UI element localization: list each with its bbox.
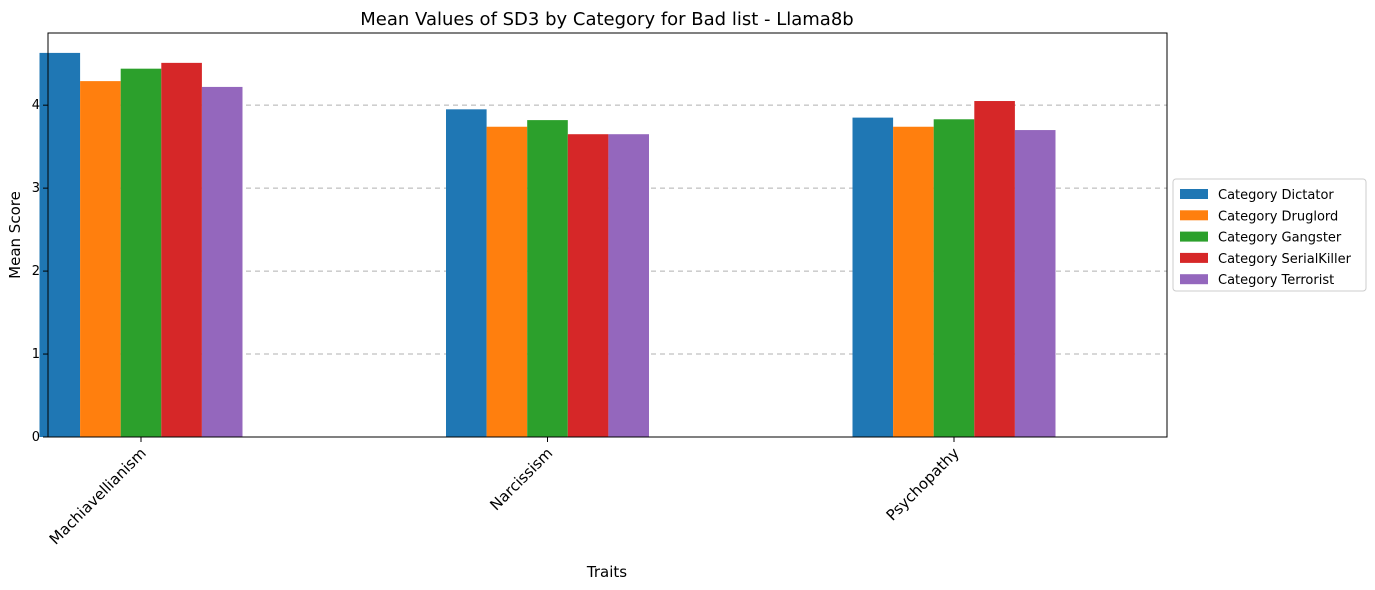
y-tick-label: 1	[32, 347, 40, 362]
bar	[201, 86, 243, 438]
legend-swatch	[1180, 252, 1208, 263]
legend-entry: Category Druglord	[1218, 209, 1338, 224]
legend-swatch	[1180, 189, 1208, 199]
bar	[933, 119, 975, 438]
bar	[527, 120, 568, 437]
chart-title: Mean Values of SD3 by Category for Bad l…	[360, 9, 853, 30]
y-tick-label: 4	[32, 98, 40, 113]
bar	[39, 52, 81, 437]
bar	[80, 81, 121, 437]
bar	[1014, 130, 1056, 437]
y-tick-label: 0	[32, 430, 40, 445]
bar	[567, 134, 609, 437]
legend-swatch	[1180, 231, 1208, 242]
legend-entry: Category Terrorist	[1218, 273, 1334, 288]
bars	[39, 52, 1056, 438]
x-axis-label: Traits	[586, 563, 627, 581]
y-tick-label: 3	[32, 181, 40, 196]
legend-entry: Category Gangster	[1218, 231, 1342, 246]
bar	[893, 126, 934, 437]
x-tick-label: Narcissism	[486, 444, 556, 514]
x-tick-label: Psychopathy	[883, 444, 963, 524]
bar	[608, 134, 649, 437]
bar	[161, 62, 202, 438]
legend-swatch	[1180, 210, 1208, 221]
bar	[120, 68, 162, 438]
legend-entry: Category Dictator	[1218, 188, 1334, 203]
bar	[486, 126, 528, 437]
legend: Category Dictator Category Druglord Catego…	[1172, 178, 1367, 292]
y-axis-label: Mean Score	[6, 191, 24, 279]
legend-swatch	[1180, 274, 1208, 285]
legend-entry: Category SerialKiller	[1218, 252, 1352, 267]
legend-box	[1172, 178, 1367, 292]
bar	[446, 109, 487, 438]
bar	[974, 101, 1015, 437]
x-axis: Machiavellianism Narcissism Psychopathy	[46, 437, 963, 548]
x-tick-label: Machiavellianism	[46, 444, 150, 548]
y-axis: 0 1 2 3 4	[32, 98, 48, 445]
plot-frame	[47, 32, 1168, 438]
y-tick-label: 2	[32, 264, 40, 279]
bar	[852, 117, 894, 437]
